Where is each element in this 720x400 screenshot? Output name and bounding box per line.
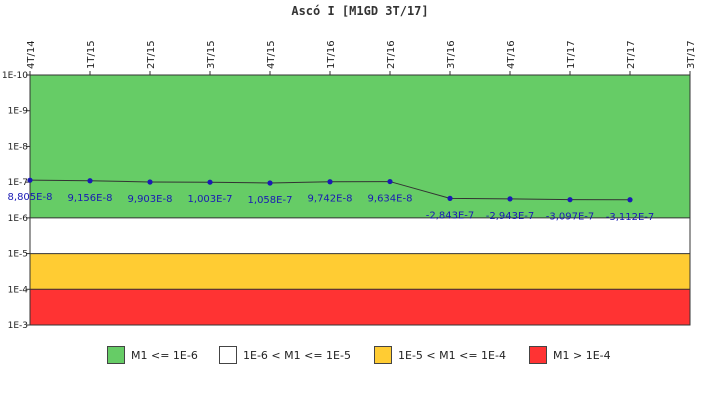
- x-tick-label: 4T/15: [266, 40, 277, 69]
- data-label: -3,112E-7: [606, 212, 655, 223]
- legend-swatch: [107, 346, 125, 364]
- data-label: 9,742E-8: [308, 194, 353, 205]
- x-tick-label: 1T/15: [86, 40, 97, 69]
- data-point: [567, 197, 573, 203]
- data-point: [147, 179, 153, 185]
- data-label: 9,156E-8: [68, 193, 113, 204]
- data-label: -2,843E-7: [426, 210, 475, 221]
- legend-item: M1 > 1E-4: [529, 345, 611, 365]
- y-tick-label: 1E-7: [8, 178, 28, 188]
- legend-label: M1 > 1E-4: [553, 348, 611, 362]
- data-point: [327, 179, 333, 185]
- y-tick-label: 1E-10: [2, 71, 28, 81]
- x-tick-label: 3T/17: [686, 40, 697, 69]
- data-point: [27, 177, 33, 183]
- legend-swatch: [374, 346, 392, 364]
- legend-item: M1 <= 1E-6: [107, 345, 198, 365]
- x-tick-label: 2T/16: [386, 40, 397, 69]
- data-label: -3,097E-7: [546, 212, 595, 223]
- y-tick-label: 1E-4: [8, 285, 29, 295]
- band-1: [30, 217, 690, 254]
- x-axis-ticks: 4T/14 1T/15 2T/15 3T/15 4T/15 1T/16 2T/16 3T/16…: [26, 40, 697, 75]
- y-tick-label: 1E-6: [8, 214, 29, 224]
- legend-item: 1E-6 < M1 <= 1E-5: [219, 345, 351, 365]
- x-tick-label: 4T/16: [506, 40, 517, 69]
- band-0: [30, 75, 690, 218]
- legend-label: 1E-6 < M1 <= 1E-5: [243, 348, 351, 362]
- x-tick-label: 2T/17: [626, 40, 637, 69]
- risk-bands: [30, 75, 690, 325]
- y-tick-label: 1E-3: [8, 321, 28, 331]
- data-point: [627, 197, 633, 203]
- data-label: 1,058E-7: [248, 195, 293, 206]
- data-label: 9,903E-8: [128, 194, 173, 205]
- legend-item: 1E-5 < M1 <= 1E-4: [374, 345, 506, 365]
- y-axis-ticks: 1E-10 1E-9 1E-8 1E-7 1E-6 1E-5 1E-4 1E-3: [2, 71, 30, 331]
- data-label: 8,805E-8: [8, 192, 53, 203]
- chart-title: Ascó I [M1GD 3T/17]: [291, 4, 428, 18]
- y-tick-label: 1E-8: [8, 142, 29, 152]
- x-tick-label: 4T/14: [26, 40, 37, 69]
- data-label: 9,634E-8: [368, 194, 413, 205]
- x-tick-label: 3T/16: [446, 40, 457, 69]
- legend-label: 1E-5 < M1 <= 1E-4: [398, 348, 506, 362]
- data-point: [507, 196, 513, 202]
- axes: [29, 74, 691, 326]
- data-point: [207, 179, 213, 185]
- legend-label: M1 <= 1E-6: [131, 348, 198, 362]
- data-point: [447, 195, 453, 201]
- plot-frame: [29, 74, 691, 326]
- x-tick-label: 3T/15: [206, 40, 217, 69]
- legend-swatch: [529, 346, 547, 364]
- y-tick-label: 1E-9: [8, 107, 29, 117]
- data-label: -2,943E-7: [486, 211, 535, 222]
- data-labels: 8,805E-8 9,156E-8 9,903E-8 1,003E-7 1,058E-7…: [8, 192, 655, 223]
- y-tick-label: 1E-5: [8, 250, 28, 260]
- band-2: [30, 253, 690, 290]
- x-tick-label: 2T/15: [146, 40, 157, 69]
- grid-lines: [30, 217, 690, 290]
- x-tick-label: 1T/17: [566, 40, 577, 69]
- band-3: [30, 289, 690, 325]
- series-layer: [27, 177, 633, 203]
- data-point: [387, 178, 393, 185]
- legend: M1 <= 1E-6 1E-6 < M1 <= 1E-5 1E-5 < M1 <= …: [0, 345, 720, 367]
- legend-swatch: [219, 346, 237, 364]
- x-tick-label: 1T/16: [326, 40, 337, 69]
- data-point: [87, 178, 93, 184]
- data-point: [267, 180, 273, 186]
- data-label: 1,003E-7: [188, 194, 233, 205]
